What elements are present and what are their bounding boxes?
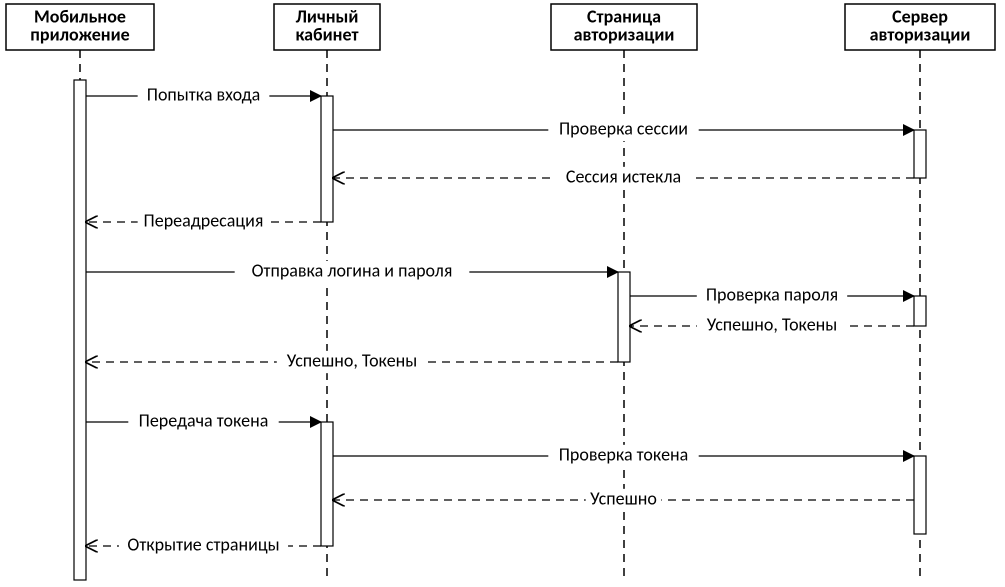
message-label: Успешно, Токены [707, 313, 838, 335]
participant-label: авторизации [574, 23, 675, 45]
messages: Попытка входа Проверка сессии Сессия истек… [86, 83, 914, 557]
participant-label: кабинет [295, 23, 358, 45]
message-label: Сессия истекла [566, 165, 681, 187]
message-label: Проверка пароля [706, 283, 838, 305]
message-label: Отправка логина и пароля [252, 259, 453, 281]
sequence-diagram: Попытка входа Проверка сессии Сессия истек… [0, 0, 1005, 587]
message-label: Проверка токена [559, 443, 689, 465]
message-label: Успешно [590, 487, 657, 509]
message-label: Переадресация [144, 209, 264, 231]
participant-label: приложение [30, 23, 129, 45]
message-label: Проверка сессии [559, 117, 688, 139]
message-label: Успешно, Токены [287, 349, 418, 371]
message-label: Попытка входа [147, 83, 261, 105]
participants: МобильноеприложениеЛичныйкабинетСтраница… [6, 4, 995, 50]
participant-label: авторизации [870, 23, 971, 45]
message-label: Открытие страницы [127, 533, 279, 555]
message-label: Передача токена [139, 409, 269, 431]
